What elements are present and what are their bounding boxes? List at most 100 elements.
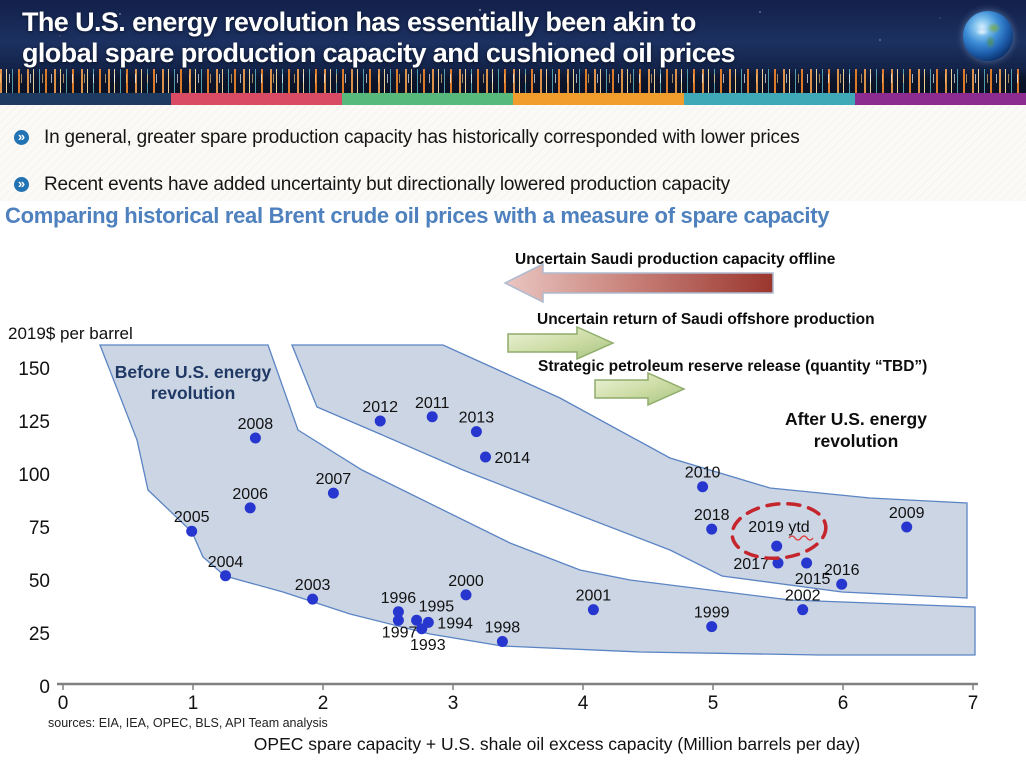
stripe-segment — [513, 93, 684, 105]
data-point-label: 1996 — [381, 590, 417, 607]
bullet-item: » Recent events have added uncertainty b… — [14, 174, 730, 196]
data-point — [186, 525, 198, 537]
sources-note: sources: EIA, IEA, OPEC, BLS, API Team a… — [48, 716, 328, 730]
x-tick-label: 4 — [578, 693, 589, 714]
x-tick-label: 2 — [318, 693, 329, 714]
data-point-label: 2013 — [459, 410, 495, 427]
data-point-label: 2016 — [824, 562, 860, 579]
x-tick-label: 5 — [708, 693, 719, 714]
data-point-label: 2014 — [495, 450, 531, 467]
right-arrow-icon — [594, 371, 686, 407]
bullet-item: » In general, greater spare production c… — [14, 127, 800, 149]
data-point-label: 1994 — [437, 615, 473, 632]
data-point — [772, 557, 784, 569]
highlight-ellipse — [730, 501, 828, 561]
data-point-label: 1998 — [485, 619, 521, 636]
x-tick-label: 3 — [448, 693, 459, 714]
y-tick-label: 0 — [39, 677, 50, 698]
data-point-label: 1993 — [410, 637, 446, 654]
data-point — [411, 614, 423, 626]
right-arrow-icon — [507, 325, 615, 361]
y-tick-label: 50 — [29, 571, 50, 592]
data-point — [220, 570, 231, 582]
y-tick-label: 25 — [29, 624, 50, 645]
stripe-segment — [342, 93, 513, 105]
data-point — [392, 606, 404, 618]
data-point — [496, 635, 508, 647]
data-point-label: 2007 — [316, 471, 352, 488]
data-point — [422, 616, 434, 628]
data-point-label: 2015 — [795, 571, 831, 588]
stripe-segment — [684, 93, 855, 105]
data-point-label: 2017 — [733, 556, 769, 573]
data-point-label: 2004 — [208, 554, 244, 571]
data-point — [374, 415, 386, 427]
data-point-label: 1995 — [419, 598, 455, 615]
data-point-label: 2012 — [362, 399, 398, 416]
data-point — [706, 523, 718, 535]
spellcheck-squiggle — [788, 535, 814, 541]
data-point-label: 1999 — [694, 605, 730, 622]
data-point — [470, 426, 482, 438]
data-point-label: 2008 — [238, 416, 274, 433]
data-point — [771, 540, 783, 552]
data-point — [307, 593, 319, 605]
data-point-label: 2006 — [232, 486, 268, 503]
stripe-segment — [171, 93, 342, 105]
data-point — [460, 589, 472, 601]
before-region-label-line2: revolution — [151, 383, 236, 403]
left-arrow-icon — [503, 262, 774, 304]
after-region-label-line1: After U.S. energy — [785, 409, 927, 429]
x-tick-label: 1 — [188, 693, 199, 714]
earth-globe-icon — [963, 11, 1013, 61]
data-point — [327, 487, 339, 499]
slide-title-line2: global spare production capacity and cus… — [22, 38, 736, 68]
data-point — [392, 614, 404, 626]
x-axis-title: OPEC spare capacity + U.S. shale oil exc… — [254, 734, 860, 754]
data-point — [797, 604, 809, 616]
y-tick-label: 125 — [18, 412, 50, 433]
after-region-label-line2: revolution — [814, 431, 899, 451]
x-tick-label: 6 — [838, 693, 849, 714]
data-point — [480, 451, 491, 463]
data-point-label: 2000 — [448, 573, 484, 590]
bullet-text: Recent events have added uncertainty but… — [44, 174, 730, 195]
stripe-segment — [0, 93, 171, 105]
data-point-label: 2011 — [415, 395, 450, 412]
chevron-bullet-icon: » — [14, 177, 29, 192]
chevron-bullet-icon: » — [14, 130, 29, 145]
bullet-text: In general, greater spare production cap… — [44, 127, 800, 148]
color-stripe — [0, 93, 1026, 105]
data-point — [426, 411, 438, 423]
data-point-label: 2010 — [685, 465, 721, 482]
data-point-label: 2002 — [785, 588, 821, 605]
after-revolution-region — [291, 344, 968, 599]
stripe-segment — [855, 93, 1026, 105]
before-revolution-region — [99, 344, 976, 656]
data-point — [801, 557, 813, 569]
data-point-label: 2005 — [174, 509, 210, 526]
data-point — [244, 502, 256, 514]
data-point — [836, 578, 848, 590]
data-point — [901, 521, 913, 533]
before-region-label-line1: Before U.S. energy — [115, 362, 272, 382]
slide-header: The U.S. energy revolution has essential… — [0, 0, 1026, 93]
axis-ticks: 0 1 2 3 4 5 6 7 0 25 50 75 100 125 150 — [18, 359, 978, 714]
x-tick-label: 7 — [968, 693, 979, 714]
city-lights-decoration — [0, 74, 1026, 83]
data-point-label: 2003 — [295, 577, 331, 594]
data-point — [249, 432, 261, 444]
data-point-label: 2001 — [576, 588, 612, 605]
red-arrow-label: Uncertain Saudi production capacity offl… — [515, 251, 836, 268]
data-point-label: 1997 — [382, 624, 418, 641]
slide-title-line1: The U.S. energy revolution has essential… — [22, 7, 696, 37]
bullet-section: » In general, greater spare production c… — [0, 105, 1026, 201]
data-point — [587, 604, 599, 616]
green-arrow-1-label: Uncertain return of Saudi offshore produ… — [537, 311, 875, 328]
data-point-label: 2018 — [694, 507, 730, 524]
slide-title: The U.S. energy revolution has essential… — [22, 7, 736, 69]
y-tick-label: 100 — [18, 465, 50, 486]
y-tick-label: 150 — [18, 359, 50, 380]
x-tick-label: 0 — [58, 693, 69, 714]
